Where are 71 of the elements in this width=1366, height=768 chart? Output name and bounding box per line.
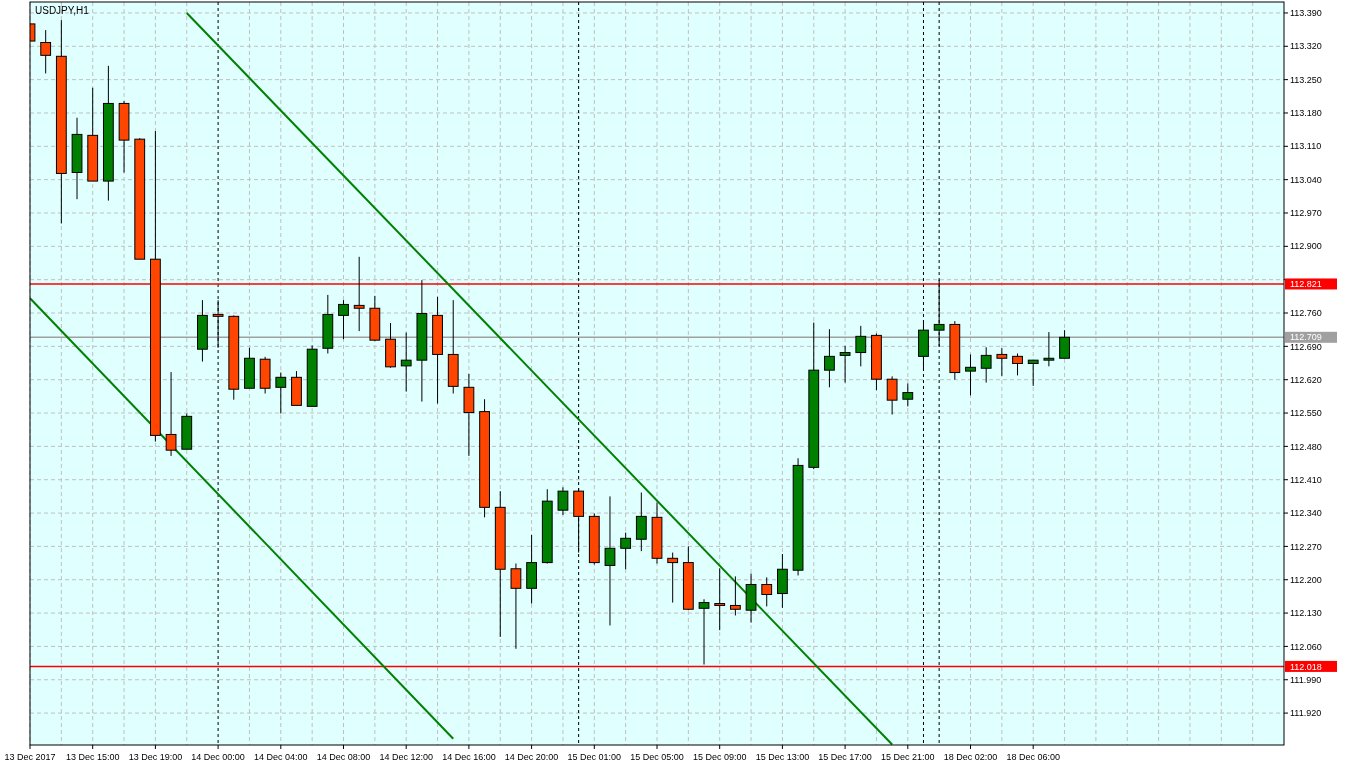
x-tick-label: 15 Dec 09:00 — [692, 752, 747, 762]
candlestick — [353, 256, 365, 332]
candlestick — [886, 375, 898, 415]
y-tick-label: 113.390 — [1290, 8, 1322, 19]
candlestick — [635, 492, 647, 552]
x-tick-label: 14 Dec 20:00 — [504, 752, 559, 762]
y-tick-label: 112.970 — [1290, 208, 1322, 219]
candlestick — [1027, 359, 1039, 387]
ref-line-label: 112.018 — [1290, 661, 1322, 672]
chart-title: USDJPY,H1 — [35, 5, 90, 16]
candlestick — [980, 346, 992, 384]
y-tick-label: 112.550 — [1290, 408, 1322, 419]
y-tick-label: 112.620 — [1290, 374, 1322, 385]
candlestick — [761, 576, 773, 607]
y-tick-label: 112.900 — [1290, 241, 1322, 252]
x-tick-label: 13 Dec 19:00 — [128, 752, 183, 762]
x-tick-label: 14 Dec 04:00 — [254, 752, 308, 762]
candlestick — [729, 575, 741, 616]
candlestick — [165, 371, 177, 457]
candlestick — [1059, 329, 1070, 359]
y-tick-label: 112.060 — [1290, 641, 1322, 652]
x-tick-label: 14 Dec 12:00 — [379, 752, 433, 762]
x-tick-label: 18 Dec 06:00 — [1006, 752, 1060, 762]
candlestick — [839, 345, 851, 384]
candlestick — [965, 353, 976, 396]
y-tick-label: 113.180 — [1290, 108, 1322, 119]
candlestick — [667, 552, 679, 604]
y-tick-label: 111.920 — [1290, 708, 1322, 719]
x-tick-label: 15 Dec 21:00 — [881, 752, 935, 762]
x-tick-label: 15 Dec 05:00 — [630, 752, 684, 762]
y-tick-label: 111.990 — [1290, 674, 1322, 685]
ref-line-label: 112.821 — [1290, 279, 1322, 290]
candlestick — [714, 567, 726, 631]
candlestick — [996, 347, 1008, 377]
candlestick — [400, 332, 412, 393]
y-tick-label: 112.130 — [1290, 608, 1322, 619]
candlestick — [275, 372, 287, 415]
candlestick — [824, 328, 835, 388]
y-tick-label: 113.250 — [1290, 74, 1322, 85]
candlestick — [1012, 353, 1023, 376]
x-tick-label: 15 Dec 01:00 — [567, 752, 622, 762]
x-tick-label: 13 Dec 2017 — [4, 752, 56, 762]
y-tick-label: 112.270 — [1290, 541, 1322, 552]
candlestick — [604, 495, 616, 626]
y-tick-label: 112.480 — [1290, 441, 1322, 452]
candlestick — [338, 299, 349, 340]
candlestick — [902, 383, 914, 407]
ref-line-label: 112.709 — [1290, 332, 1322, 343]
x-tick-label: 14 Dec 16:00 — [442, 752, 496, 762]
y-tick-label: 113.110 — [1290, 141, 1322, 152]
y-tick-label: 112.690 — [1290, 341, 1322, 352]
y-tick-label: 113.320 — [1290, 41, 1322, 52]
candlestick — [557, 486, 569, 516]
candlestick — [620, 532, 632, 570]
candlestick — [855, 325, 867, 367]
candlestick — [698, 598, 710, 666]
candlestick — [510, 563, 522, 650]
y-tick-label: 112.340 — [1290, 508, 1322, 519]
x-tick-label: 14 Dec 00:00 — [191, 752, 245, 762]
x-tick-label: 13 Dec 15:00 — [65, 752, 120, 762]
candlestick — [933, 279, 945, 347]
y-tick-label: 112.760 — [1290, 308, 1322, 319]
candlestick — [1043, 331, 1055, 367]
x-tick-label: 18 Dec 02:00 — [943, 752, 998, 762]
x-tick-label: 15 Dec 13:00 — [755, 752, 810, 762]
x-tick-label: 15 Dec 17:00 — [818, 752, 872, 762]
x-tick-label: 14 Dec 08:00 — [316, 752, 371, 762]
y-tick-label: 113.040 — [1290, 174, 1322, 185]
y-tick-label: 112.200 — [1290, 574, 1322, 585]
candlestick — [40, 29, 52, 74]
y-tick-label: 112.410 — [1290, 474, 1322, 485]
